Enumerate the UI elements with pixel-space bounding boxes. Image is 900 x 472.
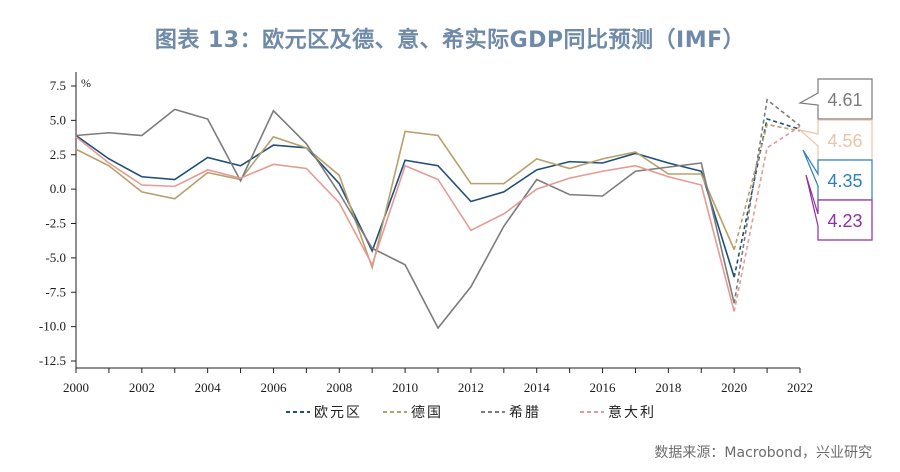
y-unit-label: % bbox=[81, 76, 91, 90]
chart-title: 图表 13：欧元区及德、意、希实际GDP同比预测（IMF） bbox=[154, 28, 746, 53]
x-tick-label: 2012 bbox=[458, 380, 484, 395]
callout-label-希腊: 4.61 bbox=[827, 90, 862, 110]
x-tick-label: 2008 bbox=[326, 380, 352, 395]
x-tick-label: 2016 bbox=[590, 380, 617, 395]
callout-label-意大利: 4.56 bbox=[827, 131, 862, 151]
y-tick-label: -10.0 bbox=[39, 319, 66, 334]
source-note: 数据来源：Macrobond，兴业研究 bbox=[654, 445, 872, 461]
callout-label-德国: 4.23 bbox=[827, 211, 862, 231]
y-tick-label: 2.5 bbox=[50, 147, 66, 162]
x-tick-label: 2010 bbox=[392, 380, 418, 395]
x-tick-label: 2014 bbox=[524, 380, 551, 395]
callout-box-希腊 bbox=[798, 78, 873, 120]
legend-label-欧元区: 欧元区 bbox=[314, 405, 362, 421]
chart-callouts: 4.61 4.56 4.35 4.23 bbox=[797, 78, 873, 241]
callout-box-欧元区 bbox=[802, 149, 873, 201]
series-forecast-欧元区 bbox=[733, 117, 801, 278]
x-tick-label: 2002 bbox=[129, 380, 155, 395]
series-line-希腊 bbox=[75, 108, 735, 330]
callout-label-欧元区: 4.35 bbox=[827, 171, 862, 191]
series-line-德国 bbox=[75, 130, 735, 271]
x-tick-label: 2020 bbox=[721, 380, 747, 395]
x-tick-label: 2022 bbox=[787, 380, 813, 395]
series-line-意大利 bbox=[75, 136, 735, 312]
legend-label-德国: 德国 bbox=[411, 405, 443, 421]
series-forecast-德国 bbox=[733, 123, 801, 250]
y-tick-label: -5.0 bbox=[45, 250, 66, 265]
series-forecast-意大利 bbox=[733, 125, 801, 312]
y-tick-label: -12.5 bbox=[39, 353, 66, 368]
callout-box-德国 bbox=[805, 174, 873, 241]
y-tick-label: -2.5 bbox=[45, 216, 66, 231]
chart-legend: 欧元区 德国 希腊 意大利 bbox=[286, 404, 656, 421]
y-tick-label: -7.5 bbox=[45, 284, 66, 299]
legend-label-希腊: 希腊 bbox=[509, 405, 541, 421]
chart-axes: 7.5 5.0 2.5 0.0 -2.5 -5.0 -7.5 -10.0 -12.5% 2000 2… bbox=[39, 72, 813, 395]
chart-series-layer bbox=[75, 98, 801, 330]
y-tick-label: 0.0 bbox=[50, 181, 66, 196]
y-tick-label: 7.5 bbox=[50, 78, 66, 93]
callout-box-意大利 bbox=[797, 119, 873, 161]
x-tick-label: 2018 bbox=[655, 380, 681, 395]
x-tick-label: 2004 bbox=[195, 380, 222, 395]
y-tick-label: 5.0 bbox=[50, 112, 66, 127]
legend-label-意大利: 意大利 bbox=[608, 404, 656, 421]
x-tick-label: 2006 bbox=[260, 380, 287, 395]
series-forecast-希腊 bbox=[733, 98, 801, 304]
series-line-欧元区 bbox=[75, 134, 735, 278]
x-tick-label: 2000 bbox=[63, 380, 89, 395]
